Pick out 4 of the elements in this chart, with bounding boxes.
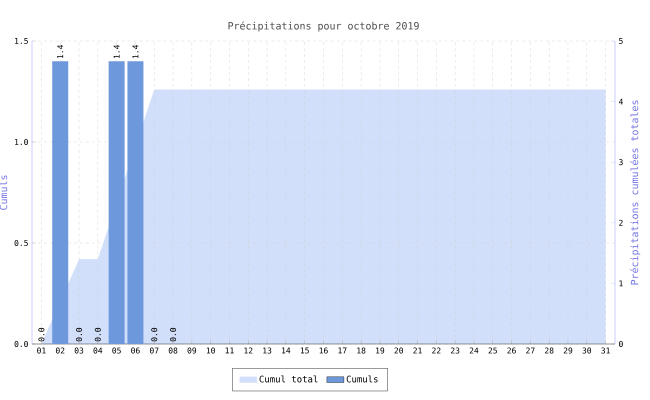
legend-label: Cumuls xyxy=(346,375,378,382)
chart-title: Précipitations pour octobre 2019 xyxy=(228,21,419,32)
legend-label: Cumul total xyxy=(260,375,318,382)
y2-axis-title: Précipitations cumulées totales xyxy=(630,100,640,285)
